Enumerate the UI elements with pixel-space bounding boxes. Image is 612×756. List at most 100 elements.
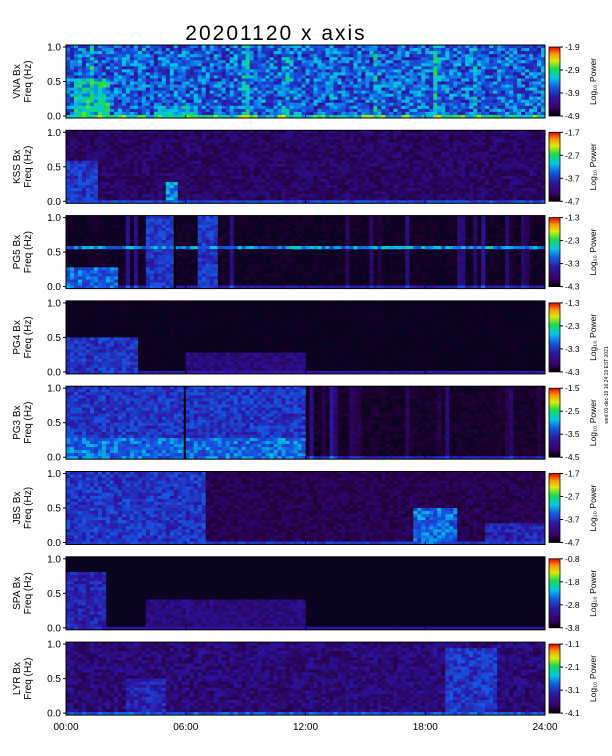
heatmap-cell [437,99,442,104]
heatmap-cell [321,114,326,119]
heatmap-cell [513,93,518,98]
heatmap-cell [189,102,195,107]
heatmap-cell [185,111,191,116]
heatmap-cell [349,194,354,198]
heatmap-cell [73,84,79,88]
heatmap-cell [245,133,250,137]
heatmap-cell [437,45,442,49]
heatmap-cell [157,160,163,165]
heatmap-cell [313,151,318,155]
heatmap-cell [189,114,195,119]
heatmap-cell [153,169,159,174]
heatmap-cell [137,166,143,171]
heatmap-cell [77,99,83,104]
heatmap-cell [145,93,151,98]
heatmap-cell [169,157,175,162]
heatmap-cell [105,105,111,110]
heatmap-cell [89,191,95,195]
heatmap-cell [405,102,410,107]
heatmap-cell [245,105,250,110]
heatmap-cell [277,63,282,67]
heatmap-cell [233,60,238,64]
heatmap-cell [105,188,111,192]
heatmap-cell [301,105,306,110]
heatmap-cell [81,157,87,162]
heatmap-cell [441,48,446,52]
heatmap-cell [433,45,438,49]
heatmap-cell [137,111,143,116]
heatmap-cell [493,66,498,70]
heatmap-cell [293,160,298,165]
heatmap-cell [381,139,386,143]
heatmap-cell [497,108,502,113]
heatmap-cell [85,78,91,82]
heatmap-cell [345,188,350,192]
heatmap-cell [205,182,210,186]
heatmap-cell [125,45,131,49]
heatmap-cell [445,81,450,85]
heatmap-cell [181,57,187,61]
heatmap-cell [457,63,462,67]
heatmap-cell [197,169,203,174]
heatmap-cell [377,194,382,198]
heatmap-cell [133,105,139,110]
heatmap-cell [269,145,274,149]
heatmap-cell [285,188,290,192]
heatmap-cell [209,191,214,195]
heatmap-cell [313,139,318,143]
heatmap-cell [337,139,342,143]
heatmap-cell [449,48,454,52]
heatmap-cell [157,130,163,134]
heatmap-cell [161,160,167,165]
heatmap-cell [357,111,362,116]
heatmap-cell [73,136,79,140]
heatmap-cell [145,182,151,186]
heatmap-cell [161,60,167,64]
heatmap-cell [417,60,422,64]
heatmap-cell [233,66,238,70]
heatmap-cell [145,172,151,177]
heatmap-cell [133,172,139,177]
heatmap-cell [205,160,210,165]
heatmap-cell [313,142,318,146]
heatmap-cell [101,45,107,49]
heatmap-cell [125,136,131,140]
heatmap-cell [97,154,103,158]
heatmap-cell [205,136,210,140]
heatmap-cell [201,163,207,168]
heatmap-cell [353,75,358,79]
heatmap-cell [125,163,131,168]
heatmap-cell [241,75,246,79]
heatmap-cell [401,194,406,198]
heatmap-cell [117,81,123,85]
heatmap-cell [109,197,115,201]
heatmap-cell [341,139,346,143]
heatmap-cell [73,160,79,165]
heatmap-cell [181,133,187,137]
heatmap-cell [417,57,422,61]
heatmap-cell [205,172,210,177]
heatmap-cell [401,111,406,116]
heatmap-cell [353,48,358,52]
heatmap-cell [277,163,282,168]
heatmap-cell [453,111,458,116]
heatmap-cell [201,145,207,149]
heatmap-cell [73,191,79,195]
heatmap-cell [313,105,318,110]
heatmap-cell [277,96,282,101]
heatmap-cell [281,60,286,64]
heatmap-cell [225,148,230,152]
heatmap-cell [309,200,314,204]
heatmap-cell [69,90,75,94]
heatmap-cell [297,105,302,110]
heatmap-cell [161,197,167,201]
heatmap-cell [201,197,207,201]
heatmap-cell [389,154,394,158]
heatmap-cell [397,84,402,88]
heatmap-cell [217,154,222,158]
heatmap-cell [97,108,103,113]
heatmap-cell [449,57,454,61]
heatmap-cell [269,133,274,137]
heatmap-cell [129,99,135,104]
heatmap-cell [381,81,386,85]
